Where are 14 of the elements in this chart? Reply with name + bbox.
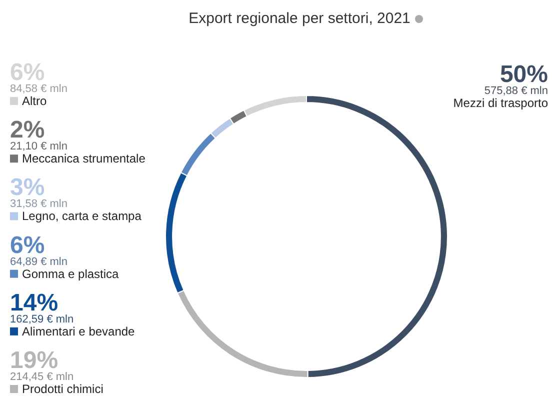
legend-label: Altro [22, 94, 47, 108]
data-label: 50% 575,88 € mln [484, 61, 548, 97]
legend-label: Legno, carta e stampa [22, 209, 142, 224]
data-label: 19% 214,45 € mln [10, 347, 74, 383]
data-label: 2% 21,10 € mln [10, 116, 68, 153]
legend-label: Prodotti chimici [22, 382, 104, 396]
legend-label: Gomma e plastica [22, 266, 120, 281]
legend-label: Alimentari e bevande [22, 324, 136, 338]
legend-label: Meccanica strumentale [22, 152, 146, 166]
data-label: 3% 31,58 € mln [10, 174, 68, 210]
slice-label: Mezzi di trasporto [453, 96, 548, 110]
chart-title: Export regionale per settori, 2021 [188, 10, 410, 27]
data-label: 6% 64,89 € mln [10, 232, 68, 268]
data-label: 14% 162,59 € mln [10, 289, 74, 326]
